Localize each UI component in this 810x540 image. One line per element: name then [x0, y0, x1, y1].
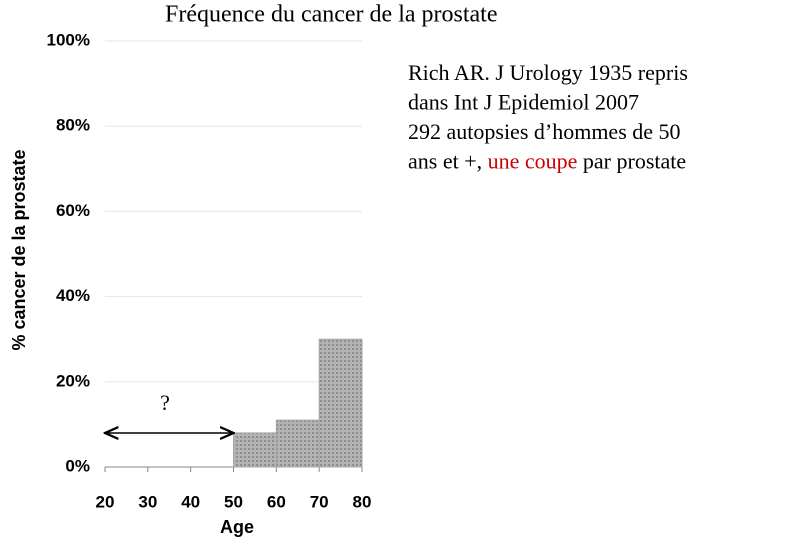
x-tick-label: 50: [224, 492, 243, 511]
bar: [318, 338, 363, 468]
note-line: 292 autopsies d’hommes de 50: [408, 119, 681, 144]
x-tick-label: 70: [310, 492, 329, 511]
y-tick-label: 100%: [47, 30, 90, 49]
x-tick-label: 40: [181, 492, 200, 511]
x-tick-label: 30: [138, 492, 157, 511]
x-tick-label: 60: [267, 492, 286, 511]
x-tick-label: 80: [353, 492, 372, 511]
note-line: Rich AR. J Urology 1935 repris: [408, 60, 688, 85]
note-line: dans Int J Epidemiol 2007: [408, 90, 639, 115]
note-part: ans et +,: [408, 149, 488, 174]
chart-title: Fréquence du cancer de la prostate: [165, 2, 498, 28]
y-tick-label: 60%: [56, 201, 90, 220]
note-line: ans et +, une coupe par prostate: [408, 149, 686, 174]
y-tick-label: 40%: [56, 286, 90, 305]
bar: [233, 432, 277, 468]
y-tick-label: 0%: [65, 456, 90, 475]
note-part: une coupe: [488, 149, 578, 174]
y-tick-label: 80%: [56, 116, 90, 135]
y-axis-label: % cancer de la prostate: [9, 149, 29, 350]
y-tick-label: 20%: [56, 371, 90, 390]
x-tick-label: 20: [96, 492, 115, 511]
x-axis-label: Age: [220, 517, 254, 537]
note-part: par prostate: [577, 149, 686, 174]
annotation-text: ?: [160, 390, 170, 415]
bar: [275, 419, 320, 468]
